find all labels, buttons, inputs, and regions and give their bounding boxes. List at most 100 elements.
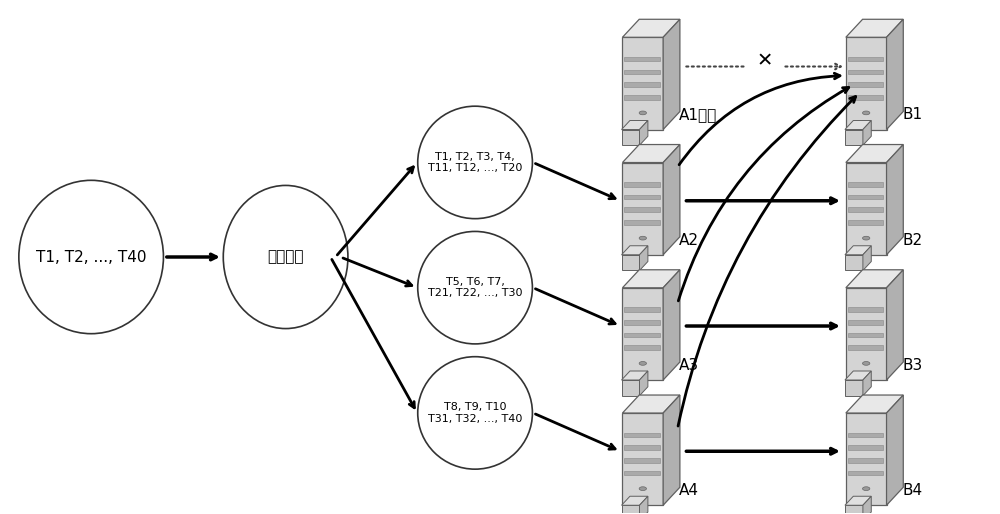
Polygon shape	[624, 208, 660, 212]
Circle shape	[863, 111, 870, 115]
Polygon shape	[863, 246, 871, 270]
Polygon shape	[622, 144, 680, 162]
Polygon shape	[846, 288, 887, 380]
Text: B2: B2	[902, 233, 922, 248]
Polygon shape	[624, 195, 660, 199]
Polygon shape	[845, 130, 863, 145]
Polygon shape	[863, 496, 871, 514]
Polygon shape	[845, 496, 871, 505]
Polygon shape	[848, 320, 883, 325]
Polygon shape	[848, 82, 883, 87]
Text: T8, T9, T10
T31, T32, ..., T40: T8, T9, T10 T31, T32, ..., T40	[428, 402, 522, 424]
Text: B4: B4	[902, 483, 922, 498]
Polygon shape	[624, 333, 660, 337]
Polygon shape	[845, 505, 863, 514]
Polygon shape	[887, 395, 903, 505]
Text: A3: A3	[679, 358, 699, 373]
Polygon shape	[848, 333, 883, 337]
Polygon shape	[848, 307, 883, 312]
Polygon shape	[624, 69, 660, 74]
Text: T1, T2, T3, T4,
T11, T12, ..., T20: T1, T2, T3, T4, T11, T12, ..., T20	[428, 152, 522, 173]
Polygon shape	[622, 162, 663, 255]
Polygon shape	[663, 395, 680, 505]
Polygon shape	[622, 505, 640, 514]
Polygon shape	[846, 413, 887, 505]
Polygon shape	[848, 220, 883, 225]
Polygon shape	[848, 433, 883, 437]
Polygon shape	[863, 120, 871, 145]
Polygon shape	[640, 496, 648, 514]
Polygon shape	[848, 69, 883, 74]
Polygon shape	[622, 246, 648, 255]
Ellipse shape	[223, 186, 348, 328]
Circle shape	[639, 236, 646, 240]
Polygon shape	[624, 220, 660, 225]
Polygon shape	[622, 270, 680, 288]
Polygon shape	[887, 270, 903, 380]
Polygon shape	[624, 57, 660, 62]
Circle shape	[639, 111, 646, 115]
Ellipse shape	[418, 357, 532, 469]
Polygon shape	[663, 144, 680, 255]
Polygon shape	[624, 445, 660, 450]
Polygon shape	[848, 458, 883, 463]
Polygon shape	[846, 38, 887, 130]
Polygon shape	[845, 120, 871, 130]
Polygon shape	[624, 320, 660, 325]
Polygon shape	[845, 255, 863, 270]
Polygon shape	[848, 445, 883, 450]
Polygon shape	[624, 345, 660, 350]
Polygon shape	[622, 120, 648, 130]
Polygon shape	[624, 82, 660, 87]
Polygon shape	[663, 270, 680, 380]
Ellipse shape	[19, 180, 163, 334]
Polygon shape	[624, 307, 660, 312]
Polygon shape	[624, 458, 660, 463]
Polygon shape	[622, 288, 663, 380]
Polygon shape	[622, 255, 640, 270]
Polygon shape	[887, 20, 903, 130]
Circle shape	[639, 487, 646, 490]
Polygon shape	[848, 195, 883, 199]
Polygon shape	[640, 371, 648, 396]
Text: A1故障: A1故障	[679, 107, 717, 122]
Polygon shape	[846, 270, 903, 288]
Circle shape	[863, 487, 870, 490]
Polygon shape	[845, 246, 871, 255]
Polygon shape	[622, 371, 648, 380]
Polygon shape	[624, 471, 660, 475]
Polygon shape	[624, 433, 660, 437]
Ellipse shape	[418, 106, 532, 218]
Text: T5, T6, T7,
T21, T22, ..., T30: T5, T6, T7, T21, T22, ..., T30	[428, 277, 522, 299]
Polygon shape	[622, 130, 640, 145]
Polygon shape	[846, 162, 887, 255]
Circle shape	[863, 361, 870, 365]
Polygon shape	[624, 95, 660, 100]
Text: A4: A4	[679, 483, 699, 498]
Polygon shape	[846, 20, 903, 38]
Polygon shape	[848, 57, 883, 62]
Polygon shape	[845, 380, 863, 396]
Ellipse shape	[418, 231, 532, 344]
Text: T1, T2, ..., T40: T1, T2, ..., T40	[36, 249, 146, 265]
Polygon shape	[846, 395, 903, 413]
Polygon shape	[663, 20, 680, 130]
Polygon shape	[622, 380, 640, 396]
Polygon shape	[848, 95, 883, 100]
Polygon shape	[848, 182, 883, 187]
Polygon shape	[622, 20, 680, 38]
Polygon shape	[622, 496, 648, 505]
Polygon shape	[848, 208, 883, 212]
Text: A2: A2	[679, 233, 699, 248]
Text: B3: B3	[902, 358, 922, 373]
Polygon shape	[640, 246, 648, 270]
Polygon shape	[622, 413, 663, 505]
Text: ✕: ✕	[756, 51, 773, 70]
Polygon shape	[846, 144, 903, 162]
Circle shape	[639, 361, 646, 365]
Polygon shape	[622, 38, 663, 130]
Text: 总控节点: 总控节点	[267, 249, 304, 265]
Polygon shape	[624, 182, 660, 187]
Polygon shape	[863, 371, 871, 396]
Polygon shape	[848, 471, 883, 475]
